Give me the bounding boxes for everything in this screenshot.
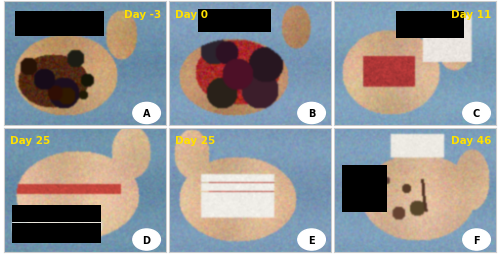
Circle shape [463, 103, 490, 124]
Bar [16, 12, 104, 37]
Circle shape [463, 229, 490, 250]
Circle shape [298, 103, 326, 124]
Text: D: D [142, 235, 150, 245]
Text: Day 0: Day 0 [176, 9, 208, 19]
Text: Day 11: Day 11 [451, 9, 491, 19]
Text: B: B [308, 108, 316, 118]
Bar [12, 205, 101, 222]
Bar [396, 12, 464, 39]
Text: Day 25: Day 25 [10, 136, 50, 146]
Text: A: A [143, 108, 150, 118]
Circle shape [298, 229, 326, 250]
Text: E: E [308, 235, 315, 245]
Text: Day -3: Day -3 [124, 9, 161, 19]
Bar [342, 165, 388, 212]
Text: C: C [473, 108, 480, 118]
Circle shape [133, 229, 160, 250]
Bar [198, 9, 271, 33]
Text: F: F [473, 235, 480, 245]
Text: Day 46: Day 46 [451, 136, 491, 146]
Text: Day 25: Day 25 [176, 136, 216, 146]
Circle shape [133, 103, 160, 124]
Bar [12, 224, 101, 243]
